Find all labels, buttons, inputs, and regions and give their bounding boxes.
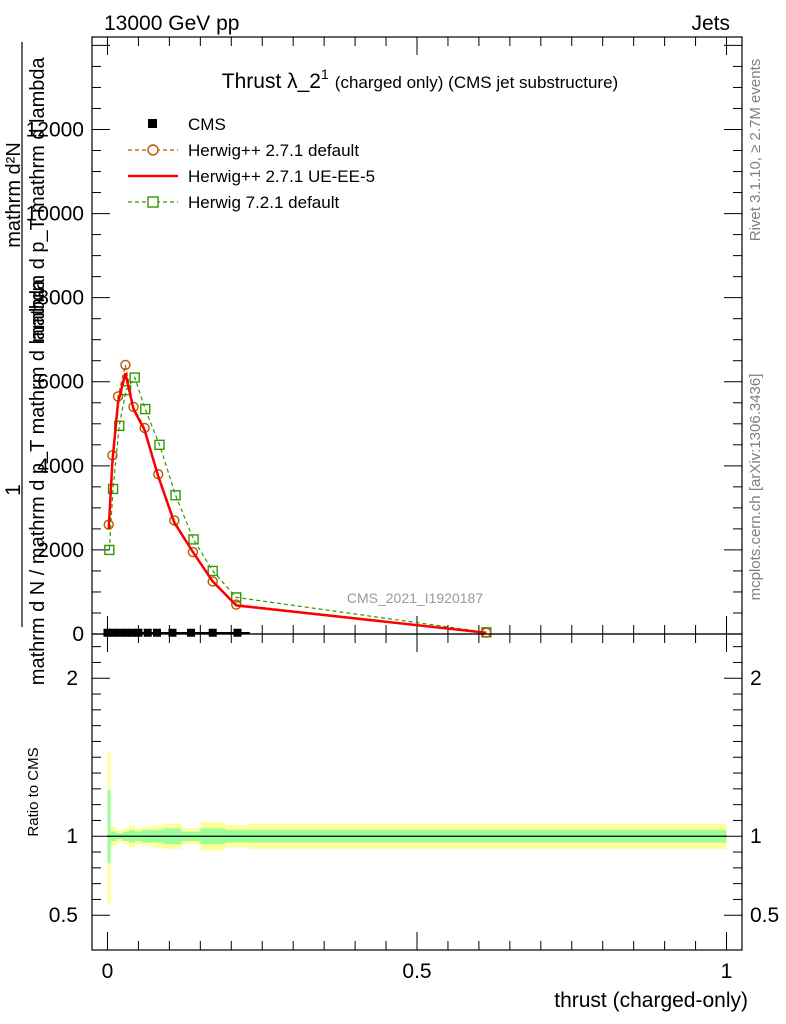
- legend-marker: [148, 119, 157, 128]
- ylabel-top-denominator: mathrm d p_T mathrm d lambda: [27, 56, 49, 342]
- cms-point: [109, 628, 118, 637]
- cms-point: [187, 628, 196, 637]
- header-category-label: Jets: [691, 12, 730, 35]
- ratio-y-tick-label-right: 1: [750, 825, 762, 848]
- main-ylabel: 1 mathrm d N / mathrm d p_T mathrm d lam…: [2, 42, 49, 685]
- legend-item: Herwig++ 2.7.1 default: [128, 141, 359, 160]
- ylabel-top-numerator: mathrm d²N: [3, 142, 25, 248]
- ylabel-numerator-one: 1: [2, 484, 25, 496]
- herwig721-point: [170, 490, 181, 501]
- ratio-frame: [91, 633, 743, 951]
- ratio-bands: [107, 752, 727, 905]
- herwig721-point: [104, 544, 115, 556]
- series-solid: [107, 372, 487, 634]
- legend-item: CMS: [148, 115, 226, 134]
- legend-item: Herwig 7.2.1 default: [128, 193, 339, 212]
- header-beam-label: 13000 GeV pp: [104, 12, 239, 35]
- series-dashed-square: [104, 372, 492, 638]
- herwig721-point: [129, 372, 140, 383]
- ratio-y-tick-label: 0.5: [49, 904, 78, 927]
- series-marker-square: [103, 628, 250, 637]
- main-series-group: [103, 359, 492, 638]
- ratio-y-tick-label-right: 0.5: [750, 904, 779, 927]
- cms-point: [103, 628, 112, 637]
- ylabel-denominator: mathrm d N / mathrm d p_T mathrm d lambd…: [27, 278, 49, 685]
- y-tick-label: 8000: [37, 287, 84, 310]
- herwig721-point: [107, 483, 119, 495]
- herwig721-point: [140, 403, 151, 415]
- ueee5-line: [107, 372, 487, 634]
- cms-point: [168, 628, 177, 637]
- herwig721-point: [207, 565, 218, 577]
- legend-item: Herwig++ 2.7.1 UE-EE-5: [128, 167, 375, 186]
- cms-point: [143, 628, 152, 637]
- y-tick-label: 2000: [37, 539, 84, 562]
- dashed-square-line: [108, 376, 487, 633]
- main-axis-ticks: 0 2000 4000 6000 8000 10000 12000: [26, 37, 742, 646]
- ratio-ylabel: Ratio to CMS: [25, 747, 42, 836]
- cms-point: [122, 628, 131, 637]
- cms-point: [153, 628, 161, 637]
- ratio-y-tick-label: 1: [66, 825, 78, 848]
- herwig-default-point: [120, 359, 131, 371]
- legend-label: CMS: [188, 115, 226, 134]
- cms-point: [208, 628, 217, 637]
- mcplots-credit-label: mcplots.cern.ch [arXiv:1306.3436]: [747, 374, 764, 601]
- x-tick-label: 0: [102, 960, 114, 983]
- legend-label: Herwig 7.2.1 default: [188, 193, 339, 212]
- cms-point: [233, 628, 242, 637]
- main-panel: 0 2000 4000 6000 8000 10000 12000: [26, 36, 743, 646]
- herwig-default-point: [231, 599, 242, 610]
- legend-label: Herwig++ 2.7.1 UE-EE-5: [188, 167, 375, 186]
- legend-label: Herwig++ 2.7.1 default: [188, 141, 359, 160]
- herwig-default-point: [187, 546, 199, 558]
- y-tick-label: 10000: [26, 203, 84, 226]
- x-tick-label: 1: [721, 960, 733, 983]
- y-tick-label: 6000: [37, 371, 84, 394]
- y-tick-label: 12000: [26, 118, 84, 141]
- rivet-version-label: Rivet 3.1.10, ≥ 2.7M events: [747, 59, 764, 242]
- ratio-axis-ticks: 0.5 0.5 1 1 2 2 0 0.5 1: [49, 634, 779, 983]
- herwig721-point: [188, 534, 199, 545]
- cms-point: [128, 628, 137, 637]
- herwig-default-point: [207, 576, 218, 587]
- analysis-watermark: CMS_2021_I1920187: [347, 590, 483, 606]
- legend: CMS Herwig++ 2.7.1 default Herwig++ 2.7.1 …: [128, 115, 375, 212]
- ratio-y-tick-label-right: 2: [750, 667, 762, 690]
- cms-point: [115, 628, 124, 637]
- herwig721-point: [154, 439, 165, 451]
- y-tick-label: 0: [72, 623, 84, 646]
- y-tick-label: 4000: [37, 455, 84, 478]
- cms-point: [134, 628, 143, 637]
- chart-title: Thrust λ_21 (charged only) (CMS jet subst…: [222, 66, 618, 93]
- x-tick-label: 0.5: [402, 960, 431, 983]
- ratio-y-tick-label: 2: [66, 667, 78, 690]
- legend-marker: [147, 196, 159, 208]
- ratio-panel: 0.5 0.5 1 1 2 2 0 0.5 1: [49, 633, 779, 983]
- xlabel: thrust (charged-only): [554, 989, 748, 1012]
- herwig721-point: [231, 592, 242, 603]
- ratio-band-inner: [107, 790, 111, 864]
- legend-marker: [147, 144, 159, 156]
